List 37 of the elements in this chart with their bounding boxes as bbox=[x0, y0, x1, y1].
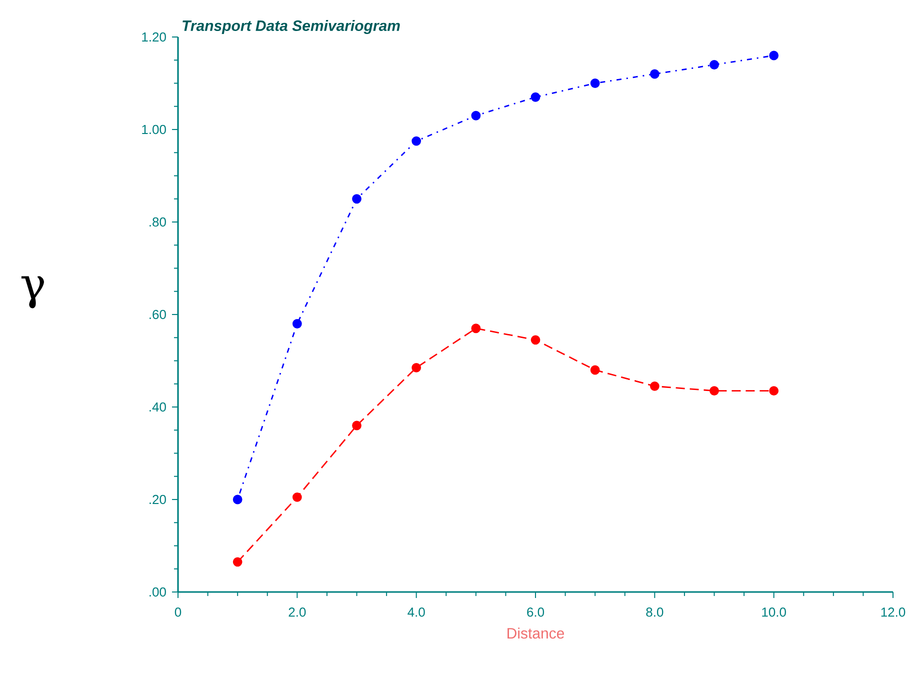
x-tick-label: 8.0 bbox=[646, 608, 664, 617]
x-tick-label: 4.0 bbox=[408, 608, 425, 617]
point bbox=[710, 60, 719, 70]
x-tick-label: 0 bbox=[174, 608, 182, 617]
y-tick-label: .00 bbox=[150, 587, 166, 597]
point bbox=[232, 494, 242, 504]
y-tick-label: .40 bbox=[150, 402, 166, 412]
chart-title: Transport Data Semivariogram bbox=[182, 20, 400, 34]
point bbox=[412, 362, 422, 372]
point bbox=[530, 92, 540, 102]
point bbox=[769, 386, 779, 396]
point bbox=[530, 335, 540, 345]
point bbox=[710, 386, 719, 396]
point bbox=[590, 78, 600, 88]
x-tick-label: 10.0 bbox=[762, 608, 786, 617]
point bbox=[352, 194, 362, 204]
point bbox=[352, 420, 362, 430]
point bbox=[471, 324, 481, 334]
point bbox=[412, 136, 422, 146]
x-tick-label: 2.0 bbox=[288, 608, 306, 617]
y-tick-label: .60 bbox=[150, 310, 166, 320]
x-tick-label: 6.0 bbox=[527, 608, 544, 617]
point bbox=[292, 319, 302, 328]
point bbox=[650, 381, 660, 391]
y-tick-label: .20 bbox=[150, 494, 166, 504]
y-axis-title: γ bbox=[21, 276, 44, 308]
point bbox=[769, 50, 779, 60]
point bbox=[232, 557, 242, 567]
x-tick-label: 12.0 bbox=[881, 608, 906, 617]
point bbox=[590, 365, 600, 375]
y-tick-label: 1.20 bbox=[142, 32, 166, 42]
point bbox=[471, 110, 481, 120]
x-axis-title: Distance bbox=[508, 628, 564, 639]
y-tick-label: 1.00 bbox=[142, 124, 166, 134]
point bbox=[292, 492, 302, 502]
point bbox=[650, 69, 660, 79]
y-tick-label: .80 bbox=[150, 217, 166, 227]
